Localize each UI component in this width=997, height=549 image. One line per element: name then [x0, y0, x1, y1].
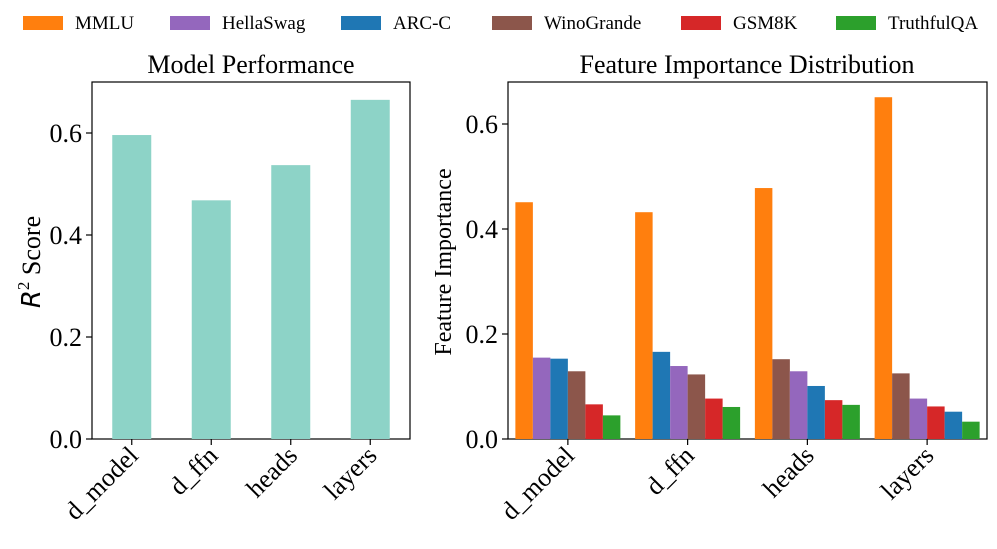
chart2-xtick-label-d_model: d_model — [495, 441, 580, 526]
chart2-xtick-label-d_ffn: d_ffn — [640, 441, 700, 501]
chart2-bar-d_model-gsm8k — [585, 404, 603, 439]
chart1-ylabel-sup: 2 — [14, 282, 33, 291]
chart2-bar-layers-arc-c — [944, 411, 963, 439]
chart2-ytick-label: 0.6 — [466, 110, 499, 139]
legend-swatch-hellaswag — [170, 16, 210, 30]
chart2-bar-layers-gsm8k — [927, 406, 945, 439]
legend-label-truthfulqa: TruthfulQA — [888, 13, 978, 34]
legend-swatch-arc-c — [341, 16, 381, 30]
chart2-bar-heads-arc-c — [807, 385, 825, 439]
chart1-ytick-label: 0.2 — [50, 323, 83, 352]
chart2-frame — [507, 81, 988, 440]
chart1-title: Model Performance — [147, 50, 354, 79]
legend-swatch-gsm8k — [681, 16, 721, 30]
chart2-bar-d_ffn-arc-c — [652, 351, 671, 439]
chart2-bar-d_model-mmlu — [515, 202, 533, 439]
legend-label-gsm8k: GSM8K — [733, 13, 798, 34]
chart1-ylabel-suffix: Score — [17, 216, 46, 282]
chart1-ylabel: R2 Score — [14, 216, 47, 308]
legend-label-winogrande: WinoGrande — [544, 13, 641, 34]
legend-label-arc-c: ARC-C — [393, 13, 451, 34]
chart1-ytick-label: 0.4 — [50, 221, 83, 250]
chart2-bar-d_model-winogrande — [567, 371, 586, 439]
chart1-ylabel-var: R — [17, 290, 47, 308]
chart2-bar-heads-truthfulqa — [842, 404, 860, 439]
chart2-bar-d_ffn-gsm8k — [705, 398, 723, 439]
chart2-plot: 0.0 0.2 0.4 0.6 d_model d_ffn heads layers — [466, 81, 988, 526]
chart1-ytick-label: 0.0 — [50, 425, 83, 454]
chart2-bar-layers-truthfulqa — [962, 421, 980, 439]
chart1-xtick-label-heads: heads — [241, 441, 303, 503]
legend-label-hellaswag: HellaSwag — [222, 13, 306, 34]
legend-label-mmlu: MMLU — [75, 13, 134, 34]
chart2-bar-d_model-hellaswag — [532, 357, 551, 439]
chart2-bar-d_model-truthfulqa — [602, 415, 621, 439]
legend-swatch-winogrande — [492, 16, 532, 30]
chart2-xtick-label-heads: heads — [757, 441, 819, 503]
chart2-bar-heads-mmlu — [754, 188, 773, 439]
chart2-bar-d_model-arc-c — [550, 358, 568, 439]
chart1-ytick-label: 0.6 — [50, 119, 83, 148]
chart2-ytick-label: 0.0 — [466, 425, 499, 454]
chart1-bar-d_model — [112, 135, 152, 440]
chart2-bar-layers-winogrande — [892, 373, 910, 439]
chart2-bar-d_ffn-winogrande — [687, 374, 706, 439]
chart2-bar-heads-hellaswag — [789, 371, 808, 439]
chart2-ytick-label: 0.2 — [466, 320, 499, 349]
chart2-bar-d_ffn-hellaswag — [670, 366, 688, 439]
chart2-ytick-label: 0.4 — [466, 215, 499, 244]
legend-swatch-mmlu — [23, 16, 63, 30]
legend: MMLU HellaSwag ARC-C WinoGrande GSM8K Truthfu… — [23, 13, 978, 34]
chart1-bar-layers — [350, 99, 390, 439]
chart1-frame — [91, 81, 411, 440]
chart2-bar-heads-winogrande — [772, 359, 790, 439]
chart2-xtick-label-layers: layers — [875, 441, 939, 505]
legend-swatch-truthfulqa — [836, 16, 876, 30]
chart1-bar-heads — [271, 165, 311, 439]
chart1-bar-d_ffn — [191, 200, 231, 439]
chart2-bar-d_ffn-mmlu — [635, 212, 653, 439]
chart1-plot: 0.00.20.40.6d_model d_ffn heads layers — [50, 81, 411, 526]
chart2-bar-layers-hellaswag — [909, 398, 928, 439]
chart2-bar-layers-mmlu — [874, 97, 893, 439]
chart2-bar-d_ffn-truthfulqa — [722, 406, 741, 439]
chart2-title: Feature Importance Distribution — [579, 50, 914, 79]
chart1-xtick-label-d_ffn: d_ffn — [163, 441, 223, 501]
chart2-bar-heads-gsm8k — [824, 400, 843, 439]
chart1-xtick-label-layers: layers — [318, 441, 382, 505]
chart2-ylabel: Feature Importance — [431, 168, 457, 355]
